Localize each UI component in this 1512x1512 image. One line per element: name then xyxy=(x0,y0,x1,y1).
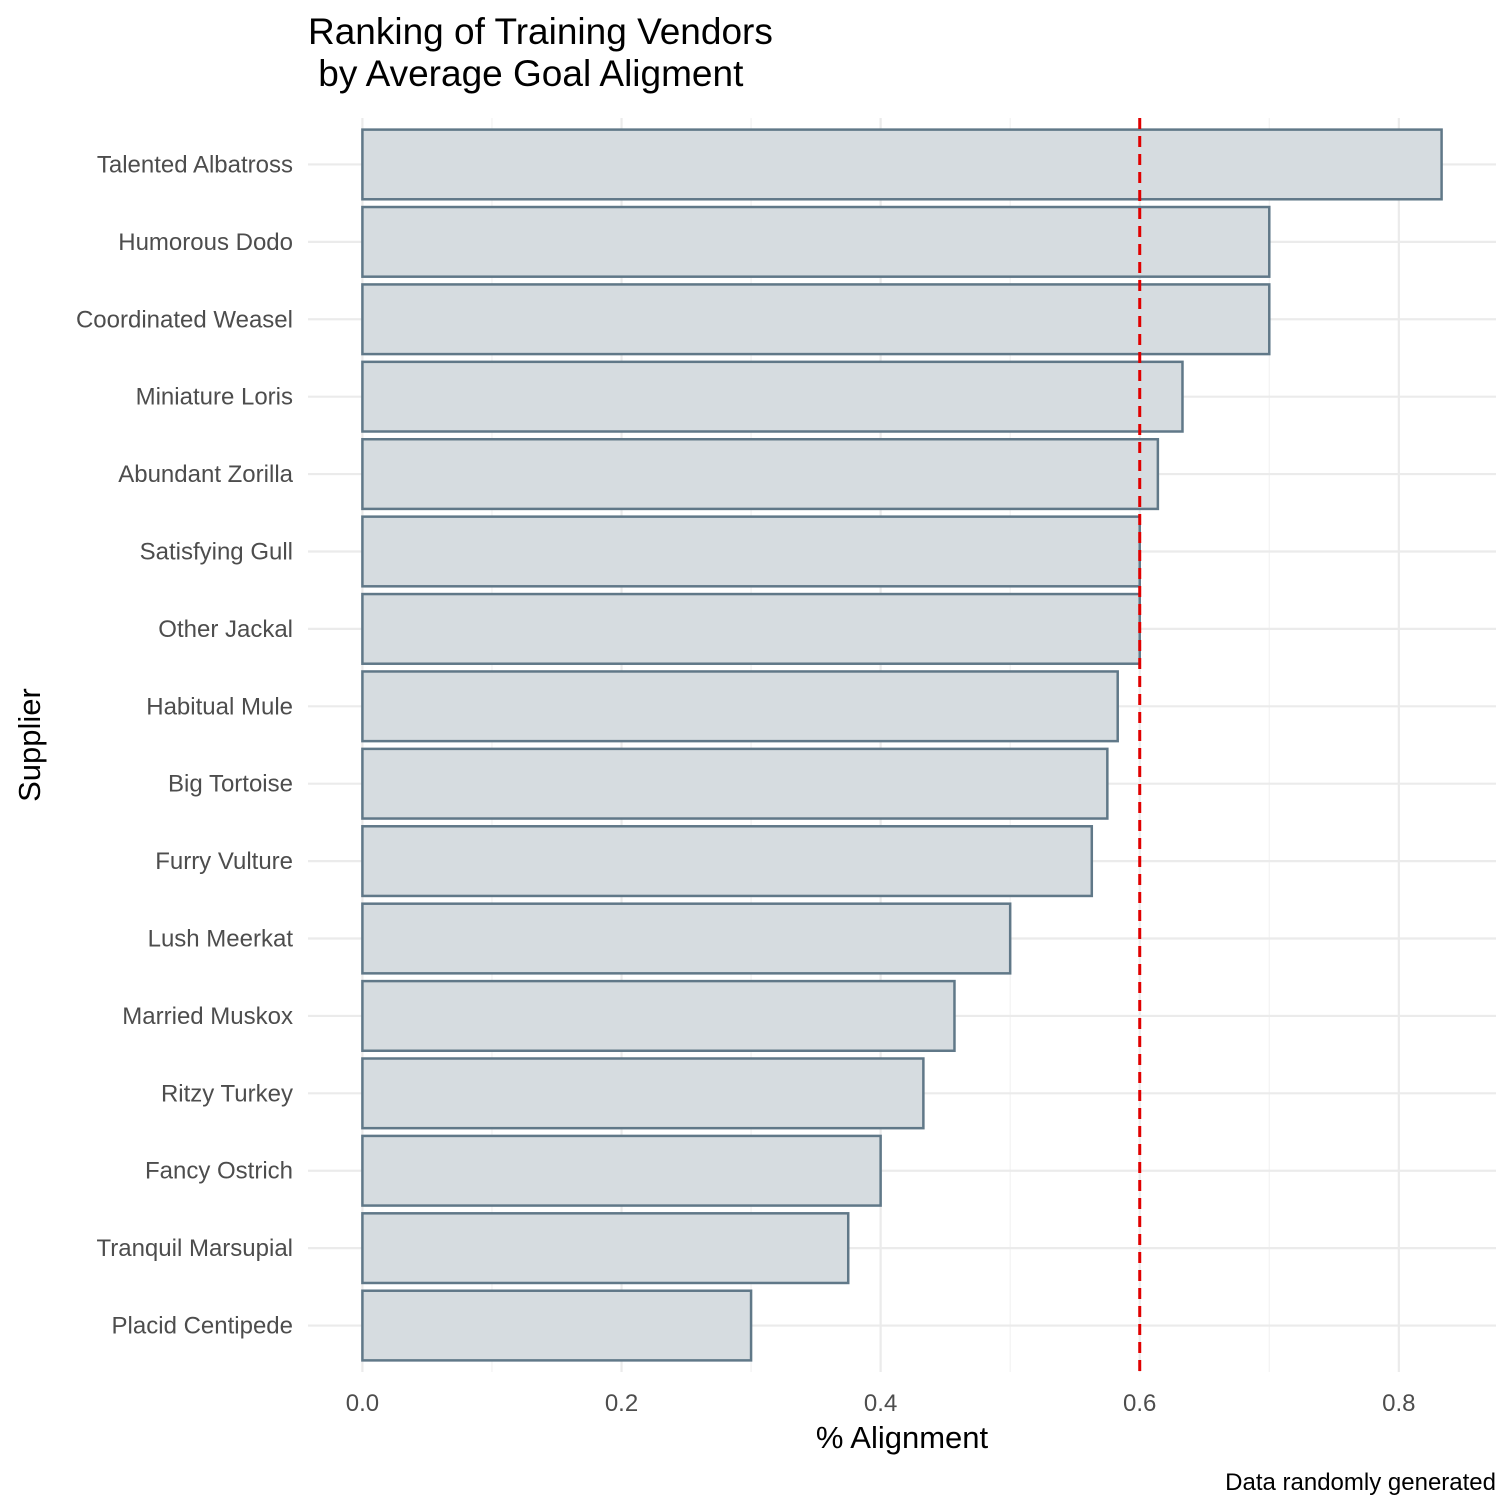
bar xyxy=(361,437,1160,511)
y-tick-label: Furry Vulture xyxy=(155,848,293,875)
bar xyxy=(361,1212,850,1285)
bar xyxy=(361,979,956,1053)
y-tick-label: Habitual Mule xyxy=(146,693,293,720)
y-axis-title: Supplier xyxy=(12,688,47,802)
bar xyxy=(361,592,1141,665)
bar xyxy=(361,902,1012,975)
bar xyxy=(361,1134,882,1207)
x-tick-label: 0.0 xyxy=(346,1390,379,1417)
y-tick-label: Lush Meerkat xyxy=(148,926,294,953)
x-tick-label: 0.8 xyxy=(1382,1390,1415,1417)
bar xyxy=(361,670,1119,743)
y-tick-label: Coordinated Weasel xyxy=(76,306,293,333)
bar xyxy=(361,205,1271,278)
y-tick-label: Ritzy Turkey xyxy=(161,1080,293,1107)
bars xyxy=(361,128,1443,1362)
chart-title-line2: by Average Goal Aligment xyxy=(308,53,744,94)
chart-title-line1: Ranking of Training Vendors xyxy=(308,11,773,52)
bar xyxy=(361,825,1094,898)
bar xyxy=(361,283,1271,356)
x-tick-label: 0.4 xyxy=(864,1390,897,1417)
y-tick-label: Talented Albatross xyxy=(97,151,293,178)
bar xyxy=(361,515,1141,588)
y-tick-label: Tranquil Marsupial xyxy=(96,1235,293,1262)
bar xyxy=(361,128,1443,201)
x-axis-title: % Alignment xyxy=(816,1420,989,1455)
y-tick-label: Humorous Dodo xyxy=(118,229,293,256)
bar xyxy=(361,1057,925,1130)
bar xyxy=(361,747,1109,820)
x-tick-labels: 0.0 0.2 0.4 0.6 0.8 xyxy=(346,1390,1416,1417)
y-tick-label: Other Jackal xyxy=(158,616,293,643)
y-tick-label: Big Tortoise xyxy=(168,771,293,798)
chart-caption: Data randomly generated xyxy=(1225,1469,1496,1496)
y-tick-label: Fancy Ostrich xyxy=(145,1158,293,1185)
y-tick-label: Satisfying Gull xyxy=(140,538,293,565)
y-tick-label: Abundant Zorilla xyxy=(118,461,293,488)
x-tick-label: 0.2 xyxy=(605,1390,638,1417)
bar xyxy=(361,1289,753,1362)
x-tick-label: 0.6 xyxy=(1123,1390,1156,1417)
bar xyxy=(361,360,1184,433)
y-tick-labels: Talented Albatross Humorous Dodo Coordinat… xyxy=(76,151,294,1339)
y-tick-label: Placid Centipede xyxy=(112,1313,293,1340)
y-tick-label: Miniature Loris xyxy=(136,384,293,411)
y-tick-label: Married Muskox xyxy=(122,1003,293,1030)
